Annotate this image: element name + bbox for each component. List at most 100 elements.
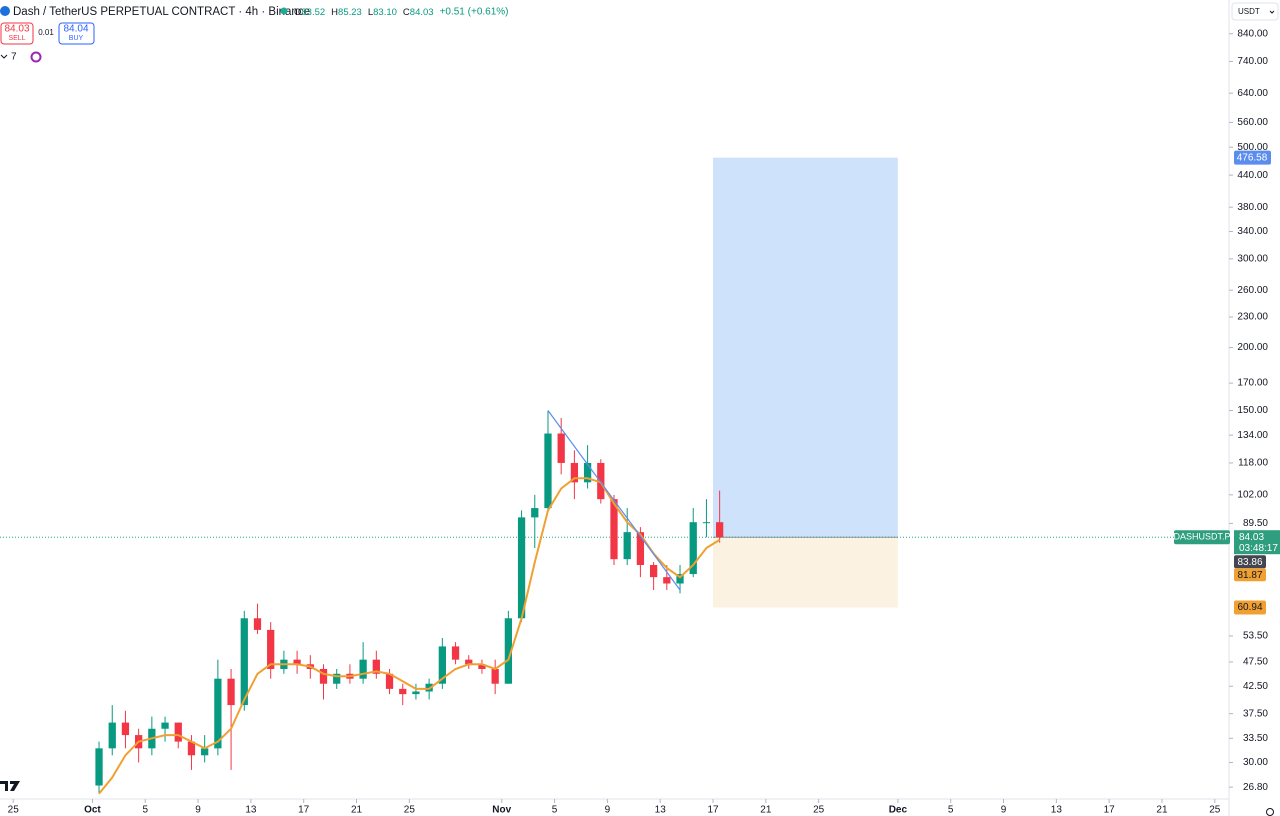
candle-body	[227, 678, 235, 706]
candle-body	[412, 691, 420, 695]
position-target-zone	[713, 157, 898, 538]
x-tick-label: 13	[655, 805, 667, 816]
plot-area	[0, 157, 1228, 795]
candle-body	[187, 741, 196, 756]
candle-body	[531, 508, 539, 518]
candle-body	[676, 574, 684, 584]
candle-body	[610, 499, 618, 560]
candle-body	[438, 646, 446, 684]
candle-body	[491, 668, 499, 684]
candle-body	[570, 462, 579, 483]
x-tick-label: 17	[1104, 805, 1116, 816]
y-tick-label: 260.00	[1237, 285, 1268, 296]
moving-average-line	[98, 477, 721, 795]
candle-body	[597, 462, 605, 500]
x-tick-label: 13	[1051, 805, 1063, 816]
last-price-box	[1234, 530, 1280, 555]
ma-a-box	[1234, 555, 1266, 569]
currency-button[interactable]	[1231, 2, 1279, 21]
ohlc-key: L	[368, 7, 373, 18]
target-price-box	[1234, 150, 1271, 165]
y-tick-label: 53.50	[1243, 631, 1268, 642]
spread: 0.01	[38, 28, 54, 37]
ma-a-label: 83.86	[1237, 557, 1262, 568]
ohlc-value: 83.10	[373, 7, 397, 18]
y-tick-label: 89.50	[1243, 518, 1268, 529]
sell-price[interactable]: 84.03	[4, 24, 29, 35]
market-status	[280, 7, 288, 15]
candle-body	[108, 722, 116, 749]
change: +0.51 (+0.61%)	[440, 7, 509, 18]
y-tick-label: 340.00	[1237, 226, 1268, 237]
candle-body	[161, 722, 169, 729]
stop-price-box	[1234, 600, 1266, 615]
candle-body	[333, 673, 341, 684]
y-tick-label: 150.00	[1237, 405, 1268, 416]
candle-body	[214, 678, 222, 749]
candle-body	[517, 517, 526, 619]
x-tick-label: 25	[404, 805, 416, 816]
indicator-icon[interactable]	[30, 51, 42, 63]
x-tick-label: 25	[8, 805, 20, 816]
candle-body	[623, 532, 631, 560]
candle-body	[663, 577, 671, 584]
symbol-title: Dash / TetherUS PERPETUAL CONTRACT · 4h …	[13, 6, 310, 18]
candle-body	[121, 722, 130, 736]
symbol-label: DASHUSDT.P	[1173, 532, 1230, 542]
stop-price-label: 60.94	[1237, 602, 1262, 613]
currency[interactable]: USDT	[1238, 7, 1260, 16]
target-price-label: 476.58	[1237, 152, 1268, 163]
ohlc-value: 84.03	[410, 7, 434, 18]
countdown-label: 03:48:17	[1239, 543, 1278, 554]
y-tick-label: 300.00	[1237, 254, 1268, 265]
x-tick-label: 9	[1001, 805, 1007, 816]
candle-body	[689, 522, 697, 575]
ma-b-label: 81.87	[1237, 570, 1262, 581]
ohlc-item: L83.10	[368, 7, 397, 18]
candle-body	[716, 522, 724, 538]
x-tick-label: 21	[1156, 805, 1168, 816]
candle-body	[649, 565, 658, 578]
indicators-count[interactable]: 7	[11, 52, 17, 63]
y-tick-label: 33.50	[1243, 733, 1268, 744]
y-tick-label: 26.80	[1243, 782, 1268, 793]
currency-caret[interactable]	[1269, 10, 1275, 14]
x-tick-label: 13	[245, 805, 257, 816]
candle-body	[293, 659, 301, 665]
x-tick-label: 17	[298, 805, 310, 816]
candle-body	[636, 532, 645, 566]
buy-price[interactable]: 84.04	[63, 24, 88, 35]
candle-body	[557, 433, 565, 463]
y-tick-label: 840.00	[1237, 28, 1268, 39]
ohlc-item: H85.23	[331, 7, 362, 18]
x-tick-label: Oct	[84, 805, 101, 816]
ohlc-item: C84.03	[403, 7, 434, 18]
indicators-toggle[interactable]	[0, 54, 8, 59]
candle-body	[319, 668, 328, 684]
ohlc-item: O83.52	[294, 7, 325, 18]
candle-body	[478, 664, 486, 669]
sell-label[interactable]: SELL	[8, 35, 25, 42]
candle-body	[451, 646, 460, 660]
trend-line	[547, 410, 681, 591]
y-tick-label: 440.00	[1237, 170, 1268, 181]
buy-label[interactable]: BUY	[69, 35, 84, 42]
x-tick-label: 17	[707, 805, 719, 816]
ohlc-value: 85.23	[338, 7, 362, 18]
y-tick-label: 200.00	[1237, 342, 1268, 353]
candle-body	[465, 659, 473, 665]
x-tick-label: 25	[1209, 805, 1221, 816]
sell-button[interactable]	[0, 22, 34, 45]
ohlc-key: C	[403, 7, 410, 18]
symbol-icon	[0, 6, 10, 16]
candle-body	[372, 659, 380, 674]
y-tick-label: 380.00	[1237, 202, 1268, 213]
candle-body	[399, 688, 407, 695]
candle-body	[95, 748, 103, 786]
y-tick-label: 102.00	[1237, 489, 1268, 500]
x-tick-label: Nov	[492, 805, 511, 816]
buy-button[interactable]	[58, 22, 95, 45]
